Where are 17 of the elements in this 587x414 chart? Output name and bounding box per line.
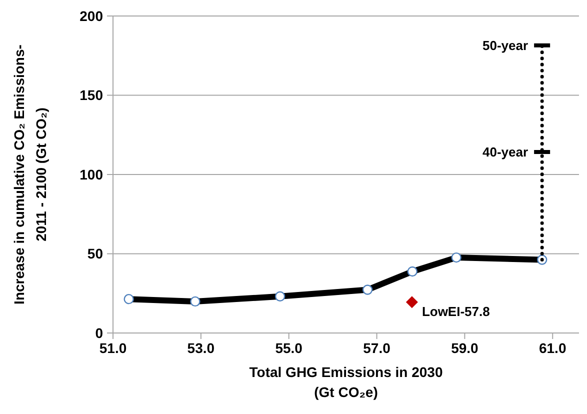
y-tick-label: 100 — [80, 166, 104, 182]
x-tick-label: 57.0 — [363, 340, 391, 356]
y-tick-label: 200 — [80, 8, 104, 24]
x-tick-label: 53.0 — [187, 340, 215, 356]
y-axis-title: Increase in cumulative CO₂ Emissions- 2011 - 2100 (Gt CO₂) — [11, 44, 49, 304]
x-tick-label: 61.0 — [539, 340, 566, 356]
x-tick-label: 59.0 — [451, 340, 479, 356]
x-axis-title: Total GHG Emissions in 2030 (Gt CO₂e) — [249, 364, 443, 400]
y-tick-label: 0 — [95, 324, 104, 341]
annotation: 50-year — [482, 38, 528, 53]
point — [406, 296, 418, 308]
annotation: 40-year — [482, 144, 528, 160]
x-tick-label: 51.0 — [99, 340, 127, 356]
x-tick-label: 55.0 — [275, 340, 303, 356]
y-tick-label: 50 — [87, 246, 104, 262]
series-label: LowEI-57.8 — [422, 304, 490, 320]
y-tick-label: 150 — [80, 87, 104, 104]
